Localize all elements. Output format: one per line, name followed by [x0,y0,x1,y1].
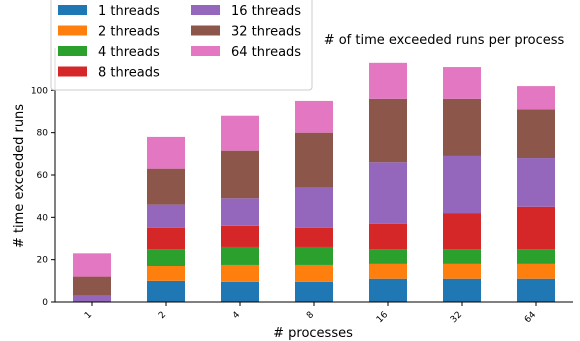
x-tick-label: 1 [83,310,94,321]
bar-segment-32-4-threads [443,249,481,264]
x-axis-label: # processes [273,326,353,341]
bar-segment-4-64-threads [221,115,259,151]
y-tick-label: 60 [37,171,49,181]
bar-segment-8-32-threads [295,132,333,188]
bar-segment-32-1-threads [443,278,481,302]
x-tick-label: 16 [375,310,390,325]
bar-segment-8-16-threads [295,187,333,228]
x-tick-label: 2 [157,310,168,321]
bar-segment-2-64-threads [147,136,185,169]
bar-segment-8-2-threads [295,264,333,282]
legend-swatch [191,25,220,36]
y-tick-label: 80 [37,129,49,139]
bar-segment-64-1-threads [517,278,555,302]
bar-segment-16-2-threads [369,263,407,279]
legend-swatch [58,46,87,56]
x-tick-label: 8 [305,310,316,321]
chart-title: # of time exceeded runs per process [324,33,565,48]
bar-segment-64-4-threads [517,249,555,264]
y-axis-label: # time exceeded runs [12,104,27,248]
bar-segment-2-16-threads [147,204,185,228]
axes-group: 0 20 40 60 80 100 1 2 4 8 16 32 64 [31,48,573,325]
x-tick-label: 32 [449,310,464,325]
legend-label: 16 threads [231,4,301,19]
bar-segment-4-8-threads [221,225,259,247]
bar-segment-8-64-threads [295,100,333,133]
legend-label: 2 threads [98,25,160,40]
bar-segment-32-2-threads [443,263,481,279]
bar-segment-2-32-threads [147,168,185,205]
legend: 1 threads 2 threads 4 threads 8 threads 16 t… [50,0,313,91]
y-tick-label: 0 [42,298,48,308]
bar-segment-2-1-threads [147,280,185,302]
x-tick-label: 64 [523,310,538,325]
bar-segment-32-32-threads [443,98,481,156]
bar-segment-4-2-threads [221,264,259,282]
legend-swatch [191,46,220,56]
bar-segment-4-32-threads [221,150,259,199]
y-tick-label: 20 [37,256,49,266]
bar-segment-16-32-threads [369,98,407,163]
bar-segment-1-64-threads [73,253,111,277]
legend-label: 8 threads [98,66,160,81]
legend-label: 4 threads [98,45,160,60]
bar-segment-16-4-threads [369,249,407,264]
bar-segment-64-64-threads [517,86,555,110]
legend-swatch [58,5,87,15]
bar-segment-64-8-threads [517,206,555,250]
legend-label: 64 threads [231,45,301,60]
y-tick-label: 40 [37,213,49,223]
bar-segment-4-16-threads [221,198,259,226]
bar-segment-16-8-threads [369,223,407,250]
bar-segment-64-32-threads [517,109,555,159]
bar-segment-16-64-threads [369,62,407,99]
y-tick-label: 100 [31,86,48,96]
bars-group [73,62,555,302]
bar-segment-2-8-threads [147,227,185,250]
x-tick-label: 4 [231,310,242,321]
legend-swatch [58,25,87,36]
bar-segment-32-16-threads [443,155,481,214]
bar-segment-8-4-threads [295,246,333,265]
bar-segment-2-2-threads [147,266,185,281]
bar-segment-16-1-threads [369,278,407,302]
bar-segment-4-1-threads [221,281,259,302]
bar-segment-16-16-threads [369,162,407,224]
legend-label: 1 threads [98,4,160,19]
bar-segment-64-2-threads [517,263,555,279]
bar-segment-8-1-threads [295,281,333,302]
legend-swatch [191,5,220,15]
bar-segment-8-8-threads [295,227,333,247]
bar-segment-32-8-threads [443,213,481,250]
legend-label: 32 threads [231,25,301,40]
bar-segment-64-16-threads [517,158,555,207]
legend-box [50,0,313,91]
bar-segment-1-16-threads [73,295,111,302]
legend-swatch [58,66,87,77]
bar-segment-32-64-threads [443,67,481,99]
bar-segment-4-4-threads [221,246,259,265]
bar-segment-1-32-threads [73,276,111,296]
bar-segment-2-4-threads [147,249,185,267]
